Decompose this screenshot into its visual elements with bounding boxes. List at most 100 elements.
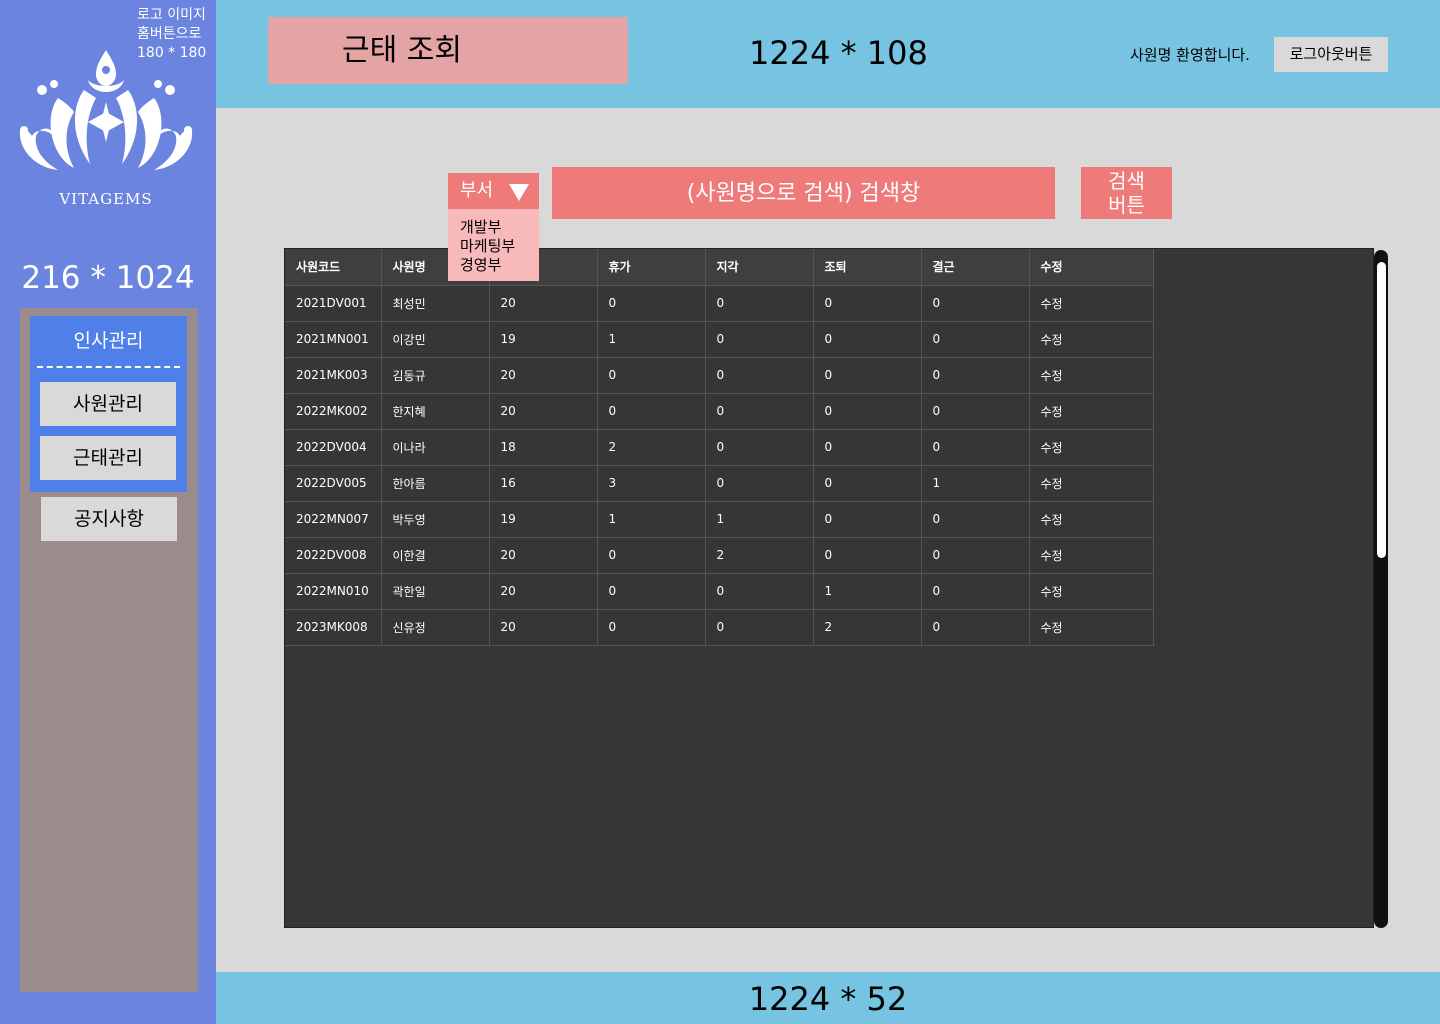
table-cell: 0 bbox=[813, 465, 922, 502]
column-header: 수정 bbox=[1029, 249, 1154, 286]
department-option[interactable]: 개발부 bbox=[460, 218, 502, 236]
table-cell: 0 bbox=[921, 357, 1030, 394]
table-cell: 0 bbox=[705, 465, 814, 502]
table-cell: 0 bbox=[705, 321, 814, 358]
sidebar-item-employee-management[interactable]: 사원관리 bbox=[40, 382, 176, 426]
table-row: 2023MK008 신유정 20 0 0 2 0 수정 bbox=[285, 609, 1154, 646]
employee-search-input[interactable] bbox=[552, 167, 1055, 219]
department-dropdown-menu: 개발부 마케팅부 경영부 bbox=[448, 209, 539, 281]
table-cell: 0 bbox=[921, 609, 1030, 646]
table-cell: 김동규 bbox=[381, 357, 490, 394]
table-cell: 20 bbox=[489, 609, 598, 646]
table-cell: 20 bbox=[489, 537, 598, 574]
table-cell: 19 bbox=[489, 501, 598, 538]
table-cell: 19 bbox=[489, 321, 598, 358]
column-header: 사원코드 bbox=[285, 249, 382, 286]
sidebar-item-attendance-management[interactable]: 근태관리 bbox=[40, 436, 176, 480]
edit-link[interactable]: 수정 bbox=[1029, 537, 1154, 574]
edit-link[interactable]: 수정 bbox=[1029, 393, 1154, 430]
sidebar: 로고 이미지 홈버튼으로 180 * 180 bbox=[0, 0, 216, 1024]
column-header: 휴가 bbox=[597, 249, 706, 286]
search-button[interactable]: 검색 버튼 bbox=[1081, 167, 1172, 219]
welcome-text: 사원명 환영합니다. bbox=[1130, 46, 1250, 64]
table-cell: 2022DV004 bbox=[285, 429, 382, 466]
department-dropdown-label: 부서 bbox=[460, 180, 494, 201]
table-cell: 신유정 bbox=[381, 609, 490, 646]
table-cell: 2022DV005 bbox=[285, 465, 382, 502]
table-cell: 1 bbox=[705, 501, 814, 538]
table-header-row: 사원코드 사원명 휴가 지각 조퇴 결근 수정 bbox=[285, 249, 1154, 286]
table-row: 2022MN010 곽한일 20 0 0 1 0 수정 bbox=[285, 573, 1154, 610]
logo-home-button[interactable]: VITAGEMS bbox=[14, 46, 198, 212]
table-cell: 2 bbox=[597, 429, 706, 466]
table-cell: 0 bbox=[597, 393, 706, 430]
vitagems-logo-icon bbox=[19, 50, 193, 170]
sidebar-item-notice[interactable]: 공지사항 bbox=[41, 497, 177, 541]
table-cell: 2021DV001 bbox=[285, 285, 382, 322]
table-cell: 2021MK003 bbox=[285, 357, 382, 394]
table-cell: 0 bbox=[813, 537, 922, 574]
edit-link[interactable]: 수정 bbox=[1029, 573, 1154, 610]
hr-divider bbox=[37, 366, 180, 368]
edit-link[interactable]: 수정 bbox=[1029, 465, 1154, 502]
table-cell: 20 bbox=[489, 573, 598, 610]
table-row: 2021MN001 이강민 19 1 0 0 0 수정 bbox=[285, 321, 1154, 358]
table-cell: 0 bbox=[921, 321, 1030, 358]
sidebar-menu-panel: 인사관리 사원관리 근태관리 공지사항 bbox=[20, 308, 198, 992]
table-cell: 이강민 bbox=[381, 321, 490, 358]
table-row: 2022DV004 이나라 18 2 0 0 0 수정 bbox=[285, 429, 1154, 466]
table-scrollbar[interactable] bbox=[1374, 250, 1388, 928]
table-cell: 2022MK002 bbox=[285, 393, 382, 430]
table-cell: 한지혜 bbox=[381, 393, 490, 430]
table-cell: 0 bbox=[813, 501, 922, 538]
edit-link[interactable]: 수정 bbox=[1029, 429, 1154, 466]
hr-management-group: 인사관리 사원관리 근태관리 bbox=[30, 316, 187, 492]
table-row: 2022DV005 한아름 16 3 0 0 1 수정 bbox=[285, 465, 1154, 502]
table-cell: 박두영 bbox=[381, 501, 490, 538]
edit-link[interactable]: 수정 bbox=[1029, 357, 1154, 394]
dropdown-arrow-icon bbox=[509, 184, 529, 201]
edit-link[interactable]: 수정 bbox=[1029, 321, 1154, 358]
header-dimension-label: 1224 * 108 bbox=[749, 34, 928, 72]
footer: 1224 * 52 bbox=[216, 972, 1440, 1024]
table-cell: 0 bbox=[597, 537, 706, 574]
table-cell: 0 bbox=[921, 573, 1030, 610]
edit-link[interactable]: 수정 bbox=[1029, 501, 1154, 538]
table-cell: 한아름 bbox=[381, 465, 490, 502]
edit-link[interactable]: 수정 bbox=[1029, 285, 1154, 322]
column-header: 결근 bbox=[921, 249, 1030, 286]
table-cell: 0 bbox=[813, 357, 922, 394]
table-cell: 2022MN010 bbox=[285, 573, 382, 610]
table-cell: 2022DV008 bbox=[285, 537, 382, 574]
table-cell: 0 bbox=[597, 285, 706, 322]
table-cell: 0 bbox=[813, 393, 922, 430]
department-option[interactable]: 경영부 bbox=[460, 256, 502, 274]
table-cell: 0 bbox=[813, 429, 922, 466]
department-option[interactable]: 마케팅부 bbox=[460, 237, 516, 255]
table-cell: 0 bbox=[921, 393, 1030, 430]
table-cell: 0 bbox=[813, 321, 922, 358]
table-cell: 0 bbox=[705, 285, 814, 322]
table-cell: 2022MN007 bbox=[285, 501, 382, 538]
table-cell: 1 bbox=[813, 573, 922, 610]
table-cell: 20 bbox=[489, 285, 598, 322]
table-cell: 0 bbox=[921, 285, 1030, 322]
logo-text: VITAGEMS bbox=[59, 190, 153, 208]
page-title: 근태 조회 bbox=[268, 17, 628, 84]
logo-note: 로고 이미지 홈버튼으로 180 * 180 bbox=[137, 7, 207, 61]
table-cell: 0 bbox=[921, 501, 1030, 538]
table-cell: 0 bbox=[705, 429, 814, 466]
logout-button[interactable]: 로그아웃버튼 bbox=[1274, 37, 1388, 72]
table-cell: 2 bbox=[813, 609, 922, 646]
column-header: 조퇴 bbox=[813, 249, 922, 286]
table-cell: 0 bbox=[705, 573, 814, 610]
footer-dimension-label: 1224 * 52 bbox=[748, 980, 908, 1018]
table-cell: 20 bbox=[489, 357, 598, 394]
attendance-table-body: 2021DV001 최성민 20 0 0 0 0 수정 2021MN001 이강민 19 1 0 0 0 수정… bbox=[285, 285, 1154, 646]
table-cell: 3 bbox=[597, 465, 706, 502]
department-dropdown[interactable]: 부서 bbox=[448, 173, 539, 209]
scrollbar-thumb[interactable] bbox=[1377, 262, 1386, 558]
edit-link[interactable]: 수정 bbox=[1029, 609, 1154, 646]
table-cell: 2021MN001 bbox=[285, 321, 382, 358]
header: 근태 조회 1224 * 108 사원명 환영합니다. 로그아웃버튼 bbox=[216, 0, 1440, 108]
